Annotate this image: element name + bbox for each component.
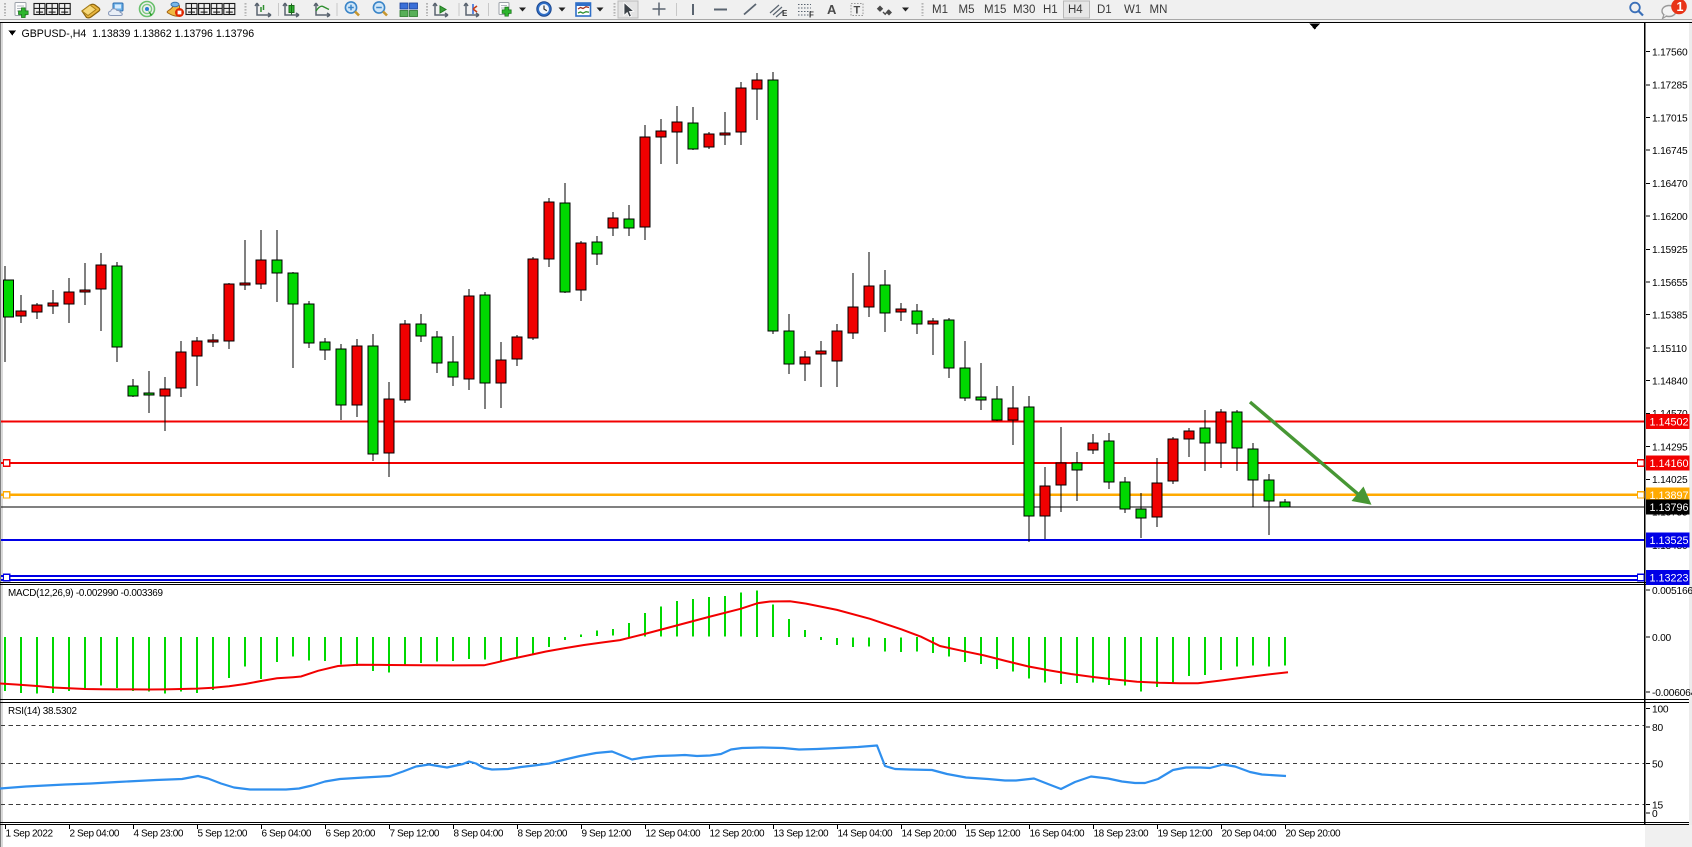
svg-text:1.14160: 1.14160 [1650, 458, 1689, 470]
svg-text:5 Sep 12:00: 5 Sep 12:00 [198, 829, 248, 840]
svg-text:0.005166: 0.005166 [1652, 586, 1692, 597]
svg-text:A: A [827, 2, 837, 17]
svg-text:14 Sep 04:00: 14 Sep 04:00 [838, 829, 894, 840]
svg-text:1.15925: 1.15925 [1652, 245, 1688, 256]
svg-text:0: 0 [1652, 809, 1658, 820]
svg-text:H1: H1 [1043, 4, 1058, 16]
svg-text:M1: M1 [932, 4, 948, 16]
svg-text:18 Sep 23:00: 18 Sep 23:00 [1094, 829, 1150, 840]
svg-text:80: 80 [1652, 723, 1663, 734]
svg-text:1.14295: 1.14295 [1652, 442, 1688, 453]
svg-text:9 Sep 12:00: 9 Sep 12:00 [582, 829, 632, 840]
svg-text:1.16470: 1.16470 [1652, 179, 1688, 190]
svg-text:W1: W1 [1124, 4, 1141, 16]
svg-text:1.16200: 1.16200 [1652, 212, 1688, 223]
svg-text:H4: H4 [1068, 4, 1083, 16]
svg-text:1 Sep 2022: 1 Sep 2022 [6, 829, 54, 840]
svg-text:20 Sep 20:00: 20 Sep 20:00 [1286, 829, 1342, 840]
svg-text:1.16745: 1.16745 [1652, 146, 1688, 157]
svg-text:1.14025: 1.14025 [1652, 475, 1688, 486]
svg-text:MACD(12,26,9) -0.002990 -0.003: MACD(12,26,9) -0.002990 -0.003369 [8, 588, 164, 599]
svg-text:19 Sep 12:00: 19 Sep 12:00 [1158, 829, 1214, 840]
svg-text:4 Sep 23:00: 4 Sep 23:00 [134, 829, 184, 840]
svg-text:2 Sep 04:00: 2 Sep 04:00 [70, 829, 120, 840]
svg-text:16 Sep 04:00: 16 Sep 04:00 [1030, 829, 1086, 840]
svg-text:MN: MN [1150, 4, 1168, 16]
svg-text:1.13897: 1.13897 [1650, 490, 1689, 502]
svg-text:6 Sep 20:00: 6 Sep 20:00 [326, 829, 376, 840]
svg-text:15 Sep 12:00: 15 Sep 12:00 [966, 829, 1022, 840]
svg-text:1.13525: 1.13525 [1650, 535, 1689, 547]
svg-text:0.00: 0.00 [1652, 633, 1672, 644]
svg-text:GBPUSD-,H4 1.13839 1.13862 1.: GBPUSD-,H4 1.13839 1.13862 1.13796 1.137… [22, 28, 255, 40]
svg-text:14 Sep 20:00: 14 Sep 20:00 [902, 829, 958, 840]
svg-text:8 Sep 04:00: 8 Sep 04:00 [454, 829, 504, 840]
svg-text:E: E [782, 9, 788, 18]
svg-text:-0.006064: -0.006064 [1652, 688, 1692, 699]
svg-text:1.15655: 1.15655 [1652, 278, 1688, 289]
svg-text:M15: M15 [984, 4, 1006, 16]
svg-text:D1: D1 [1097, 4, 1112, 16]
svg-text:T: T [854, 5, 861, 17]
svg-text:1: 1 [1677, 0, 1684, 14]
svg-text:12 Sep 20:00: 12 Sep 20:00 [710, 829, 766, 840]
svg-text:15: 15 [1652, 801, 1663, 812]
svg-text:1.14840: 1.14840 [1652, 377, 1688, 388]
svg-text:1.17015: 1.17015 [1652, 113, 1688, 124]
svg-text:13 Sep 12:00: 13 Sep 12:00 [774, 829, 830, 840]
svg-text:1.15110: 1.15110 [1652, 344, 1687, 355]
svg-text:1.17560: 1.17560 [1652, 47, 1688, 58]
svg-text:6 Sep 04:00: 6 Sep 04:00 [262, 829, 312, 840]
svg-text:20 Sep 04:00: 20 Sep 04:00 [1222, 829, 1278, 840]
svg-text:RSI(14) 38.5302: RSI(14) 38.5302 [8, 706, 77, 717]
svg-text:F: F [809, 11, 814, 20]
svg-text:1.17285: 1.17285 [1652, 81, 1688, 92]
svg-text:M5: M5 [959, 4, 975, 16]
svg-text:50: 50 [1652, 760, 1663, 771]
svg-text:1.14502: 1.14502 [1650, 416, 1689, 428]
svg-text:M30: M30 [1013, 4, 1035, 16]
svg-text:1.13223: 1.13223 [1650, 572, 1689, 584]
svg-text:12 Sep 04:00: 12 Sep 04:00 [646, 829, 702, 840]
svg-text:1.15385: 1.15385 [1652, 311, 1688, 322]
svg-text:100: 100 [1652, 705, 1669, 716]
svg-text:8 Sep 20:00: 8 Sep 20:00 [518, 829, 568, 840]
svg-text:7 Sep 12:00: 7 Sep 12:00 [390, 829, 440, 840]
svg-text:1.13796: 1.13796 [1650, 502, 1689, 514]
